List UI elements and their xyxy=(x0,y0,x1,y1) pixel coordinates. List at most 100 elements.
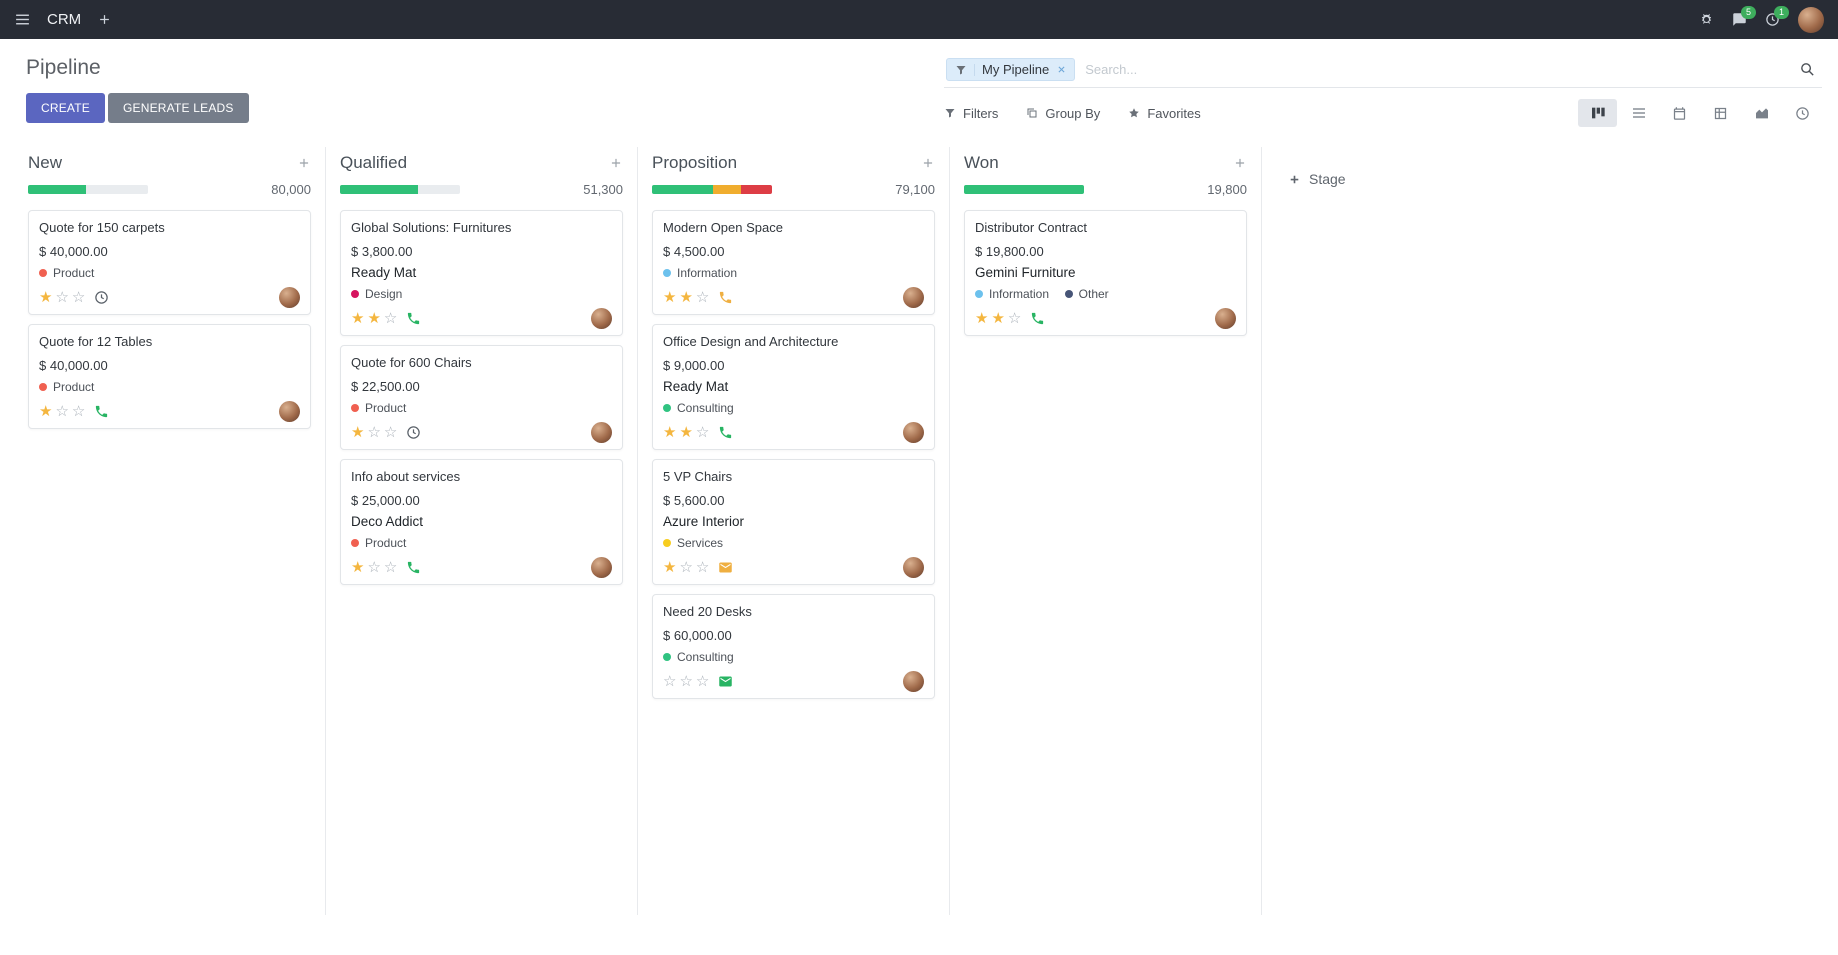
debug-bug-icon[interactable] xyxy=(1699,12,1714,27)
priority-star[interactable]: ★ xyxy=(39,288,53,306)
priority-stars[interactable]: ★ ★ ☆ xyxy=(351,311,397,326)
avatar[interactable] xyxy=(591,556,612,578)
apps-menu-icon[interactable] xyxy=(14,11,31,28)
priority-star[interactable]: ☆ xyxy=(55,402,69,420)
progress-segment[interactable] xyxy=(340,185,418,194)
priority-star[interactable]: ☆ xyxy=(367,423,381,441)
priority-stars[interactable]: ★ ★ ☆ xyxy=(663,290,709,305)
search-facet[interactable]: My Pipeline xyxy=(946,58,1076,81)
clock-icon[interactable] xyxy=(406,425,421,440)
priority-star[interactable]: ☆ xyxy=(1007,309,1022,327)
priority-star[interactable]: ☆ xyxy=(367,558,381,576)
graph-view-icon[interactable] xyxy=(1742,99,1781,127)
column-progressbar[interactable] xyxy=(964,185,1084,194)
priority-stars[interactable]: ★ ☆ ☆ xyxy=(39,404,85,419)
search-input[interactable] xyxy=(1075,62,1799,77)
phone-icon[interactable] xyxy=(406,560,421,575)
priority-star[interactable]: ☆ xyxy=(695,558,710,576)
avatar[interactable] xyxy=(279,400,300,422)
kanban-card[interactable]: Global Solutions: Furnitures $ 3,800.00 … xyxy=(340,210,623,336)
priority-stars[interactable]: ★ ☆ ☆ xyxy=(663,560,709,575)
kanban-card[interactable]: Office Design and Architecture $ 9,000.0… xyxy=(652,323,935,450)
priority-stars[interactable]: ★ ☆ ☆ xyxy=(351,560,397,575)
progress-segment[interactable] xyxy=(713,185,741,194)
priority-star[interactable]: ☆ xyxy=(55,288,69,306)
progress-segment[interactable] xyxy=(740,185,772,194)
kanban-card[interactable]: Quote for 600 Chairs $ 22,500.00 Product… xyxy=(340,344,623,450)
kanban-card[interactable]: Distributor Contract $ 19,800.00 Gemini … xyxy=(964,210,1247,336)
create-button[interactable]: CREATE xyxy=(26,93,105,123)
progress-segment[interactable] xyxy=(652,185,714,194)
avatar[interactable] xyxy=(903,670,924,692)
priority-star[interactable]: ☆ xyxy=(679,558,693,576)
kanban-view-icon[interactable] xyxy=(1578,99,1617,127)
column-add-icon[interactable] xyxy=(1233,156,1247,170)
priority-star[interactable]: ★ xyxy=(679,423,693,441)
column-title[interactable]: Proposition xyxy=(652,153,738,172)
priority-stars[interactable]: ★ ☆ ☆ xyxy=(351,425,397,440)
favorites-menu[interactable]: Favorites xyxy=(1128,106,1201,121)
phone-icon[interactable] xyxy=(1030,311,1045,326)
user-avatar[interactable] xyxy=(1798,6,1824,33)
avatar[interactable] xyxy=(903,556,924,578)
progress-segment[interactable] xyxy=(28,185,86,194)
column-title[interactable]: Won xyxy=(964,153,999,172)
mail-icon[interactable] xyxy=(718,560,733,575)
column-add-icon[interactable] xyxy=(297,156,311,170)
avatar[interactable] xyxy=(591,307,612,329)
app-title[interactable]: CRM xyxy=(47,11,82,28)
activity-view-icon[interactable] xyxy=(1783,99,1822,127)
filters-menu[interactable]: Filters xyxy=(944,106,998,121)
phone-icon[interactable] xyxy=(718,290,733,305)
priority-star[interactable]: ★ xyxy=(351,423,365,441)
avatar[interactable] xyxy=(1215,307,1236,329)
priority-star[interactable]: ★ xyxy=(663,423,677,441)
group-by-menu[interactable]: Group By xyxy=(1026,106,1100,121)
phone-icon[interactable] xyxy=(94,404,109,419)
priority-star[interactable]: ☆ xyxy=(71,402,86,420)
kanban-card[interactable]: Modern Open Space $ 4,500.00 Information… xyxy=(652,210,935,315)
priority-star[interactable]: ★ xyxy=(351,309,365,327)
mail-icon[interactable] xyxy=(718,674,733,689)
generate-leads-button[interactable]: GENERATE LEADS xyxy=(107,93,249,123)
avatar[interactable] xyxy=(903,421,924,443)
clock-icon[interactable] xyxy=(94,290,109,305)
priority-star[interactable]: ★ xyxy=(351,558,365,576)
priority-star[interactable]: ☆ xyxy=(383,423,398,441)
search-icon[interactable] xyxy=(1799,61,1816,78)
remove-facet-icon[interactable] xyxy=(1057,65,1066,74)
column-progressbar[interactable] xyxy=(340,185,460,194)
column-title[interactable]: New xyxy=(28,153,63,172)
list-view-icon[interactable] xyxy=(1619,99,1658,127)
kanban-card[interactable]: Quote for 12 Tables $ 40,000.00 Product … xyxy=(28,323,311,429)
priority-star[interactable]: ☆ xyxy=(695,672,710,690)
kanban-card[interactable]: Quote for 150 carpets $ 40,000.00 Produc… xyxy=(28,210,311,315)
calendar-view-icon[interactable] xyxy=(1660,99,1699,127)
priority-stars[interactable]: ☆ ☆ ☆ xyxy=(663,674,709,689)
priority-star[interactable]: ★ xyxy=(975,309,989,327)
priority-stars[interactable]: ★ ☆ ☆ xyxy=(39,290,85,305)
priority-star[interactable]: ★ xyxy=(991,309,1005,327)
kanban-card[interactable]: 5 VP Chairs $ 5,600.00 Azure Interior Se… xyxy=(652,458,935,585)
add-icon[interactable] xyxy=(97,12,112,27)
column-add-icon[interactable] xyxy=(609,156,623,170)
column-progressbar[interactable] xyxy=(28,185,148,194)
column-title[interactable]: Qualified xyxy=(340,153,408,172)
priority-star[interactable]: ★ xyxy=(679,288,693,306)
progress-segment[interactable] xyxy=(964,185,1084,194)
avatar[interactable] xyxy=(591,421,612,443)
priority-star[interactable]: ☆ xyxy=(679,672,693,690)
priority-stars[interactable]: ★ ★ ☆ xyxy=(975,311,1021,326)
activities-icon[interactable]: 1 xyxy=(1765,6,1789,27)
priority-star[interactable]: ☆ xyxy=(71,288,86,306)
priority-stars[interactable]: ★ ★ ☆ xyxy=(663,425,709,440)
priority-star[interactable]: ☆ xyxy=(663,672,677,690)
kanban-card[interactable]: Info about services $ 25,000.00 Deco Add… xyxy=(340,458,623,585)
phone-icon[interactable] xyxy=(718,425,733,440)
column-add-icon[interactable] xyxy=(921,156,935,170)
avatar[interactable] xyxy=(903,286,924,308)
priority-star[interactable]: ★ xyxy=(663,288,677,306)
add-stage-button[interactable]: Stage xyxy=(1262,147,1346,191)
priority-star[interactable]: ☆ xyxy=(383,309,398,327)
priority-star[interactable]: ★ xyxy=(39,402,53,420)
